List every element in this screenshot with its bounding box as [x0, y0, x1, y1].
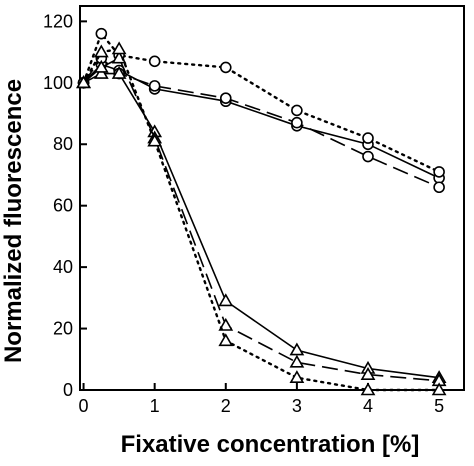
x-tick-label: 5 — [434, 396, 444, 416]
circle-marker — [148, 80, 161, 92]
triangle-marker — [289, 342, 305, 356]
triangle-marker — [360, 367, 376, 380]
triangle-marker — [218, 293, 234, 307]
series-line — [82, 57, 440, 188]
circle-marker — [219, 92, 232, 104]
circle-marker — [219, 61, 232, 74]
triangle-marker — [147, 133, 163, 147]
series-4-triangle-solid — [76, 65, 447, 384]
circle-marker — [433, 166, 445, 178]
x-tick-label: 2 — [221, 396, 231, 416]
y-tick-label: 40 — [53, 257, 73, 277]
triangle-marker — [93, 44, 109, 58]
y-axis-title: Normalized fluorescence — [0, 79, 27, 363]
axes-layer: 0 1 2 3 4 5 0 20 40 60 80 100 120 — [43, 5, 465, 416]
triangle-marker — [76, 75, 91, 89]
x-tick-label: 1 — [150, 396, 160, 416]
triangle-marker — [431, 382, 447, 396]
series-layer — [76, 27, 447, 396]
x-tick-label: 3 — [292, 396, 302, 416]
x-axis-title: Fixative concentration [%] — [121, 431, 420, 458]
series-1-circle-solid — [77, 58, 445, 184]
triangle-marker — [218, 317, 234, 331]
series-2-circle-dashed — [77, 52, 445, 194]
triangle-marker — [218, 333, 234, 347]
triangle-marker — [111, 65, 127, 79]
series-line — [83, 72, 440, 379]
circle-marker — [95, 27, 108, 40]
y-tick-label: 80 — [53, 134, 73, 154]
y-tick-label: 60 — [53, 196, 73, 216]
y-tick-label: 20 — [53, 319, 73, 339]
triangle-marker — [289, 354, 305, 368]
y-tick-label: 100 — [43, 73, 73, 93]
x-tick-label: 4 — [363, 396, 373, 416]
x-tick-label: 0 — [79, 396, 89, 416]
triangle-marker — [111, 41, 127, 55]
series-line — [82, 47, 441, 392]
triangle-marker — [360, 382, 376, 396]
circle-marker — [291, 116, 303, 129]
circle-marker — [362, 150, 374, 163]
circle-marker — [362, 132, 374, 144]
series-5-triangle-dashed — [76, 50, 447, 387]
y-tick-label: 0 — [63, 380, 73, 400]
series-line — [83, 63, 440, 179]
circle-marker — [433, 181, 445, 194]
plot-frame — [79, 5, 465, 391]
labels-layer: Fixative concentration [%] Normalized fl… — [0, 79, 419, 458]
series-line — [83, 57, 440, 382]
triangle-marker — [289, 370, 305, 384]
triangle-marker — [93, 65, 109, 79]
triangle-marker — [93, 59, 109, 73]
y-tick-label: 120 — [43, 11, 73, 31]
circle-marker — [148, 55, 161, 68]
series-6-triangle-dotted — [76, 41, 447, 396]
circle-marker — [291, 104, 303, 117]
